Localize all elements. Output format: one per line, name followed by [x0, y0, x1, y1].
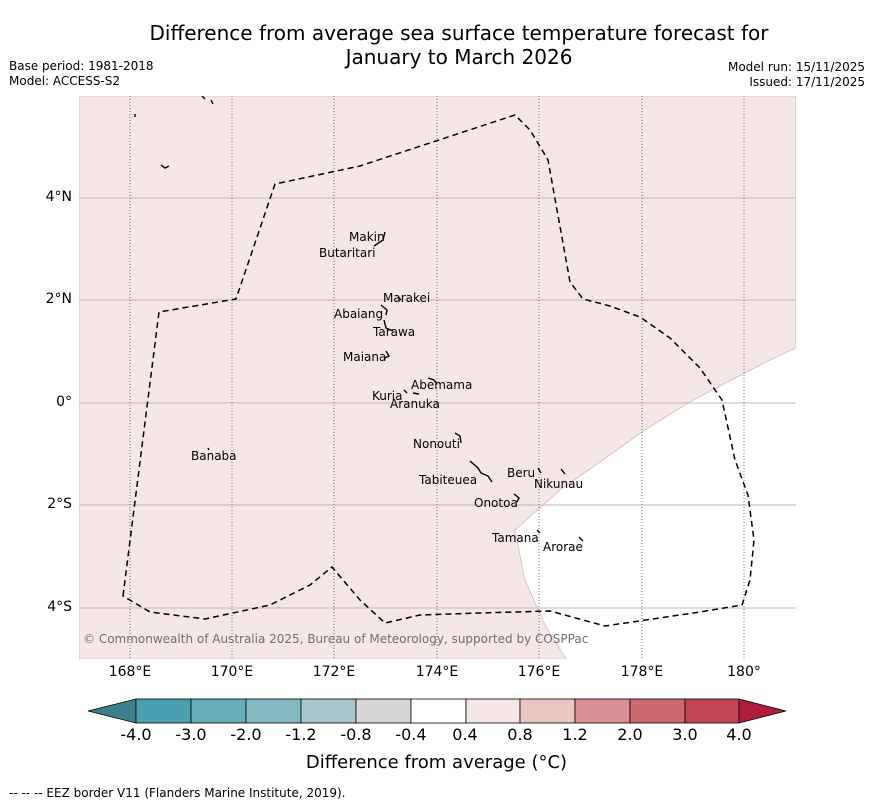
island-label-tabiteuea: Tabiteuea — [419, 473, 478, 487]
colorbar-segment-2 — [190, 698, 247, 724]
land-abemama — [427, 377, 438, 385]
island-label-nikunau: Nikunau — [534, 477, 584, 491]
colorbar-segment-4 — [300, 698, 357, 724]
land-maiana — [384, 350, 390, 359]
lon-label-180: 180° — [727, 664, 761, 680]
land-marakei — [397, 296, 402, 301]
island-label-maiana: Maiana — [343, 350, 387, 364]
island-label-tarawa: Tarawa — [373, 325, 416, 339]
lat-label-4s: 4°S — [47, 599, 72, 615]
island-label-beru: Beru — [507, 466, 536, 480]
map-area — [79, 96, 796, 659]
land-banaba — [207, 447, 210, 451]
anomaly-fill-region — [79, 96, 796, 659]
land-marshall — [201, 96, 214, 105]
island-label-kuria: Kuria — [372, 389, 403, 403]
colorbar-tick: -2.0 — [230, 725, 262, 744]
land-features — [134, 96, 584, 542]
island-label-marakei: Marakei — [383, 291, 431, 305]
colorbar-segment-9 — [574, 698, 631, 724]
island-label-aranuka: Aranuka — [390, 397, 440, 411]
land-reef — [160, 164, 170, 169]
island-label-nonouti: Nonouti — [413, 437, 460, 451]
land-tabiteuea — [469, 460, 493, 483]
land-kuria-aranuka — [403, 389, 420, 395]
land-nonouti — [454, 432, 462, 444]
island-label-arorae: Arorae — [543, 540, 583, 554]
colorbar-segment-6 — [410, 698, 467, 724]
lon-label-168e: 168°E — [108, 664, 152, 680]
island-label-tamana: Tamana — [492, 531, 539, 545]
land-onotoa — [513, 493, 520, 503]
base-period: Base period: 1981-2018 — [9, 59, 154, 73]
colorbar-segment-5 — [355, 698, 412, 724]
title-line-1: Difference from average sea surface temp… — [149, 21, 769, 45]
colorbar-segment-7 — [465, 698, 521, 724]
island-label-abaiang: Abaiang — [334, 307, 384, 321]
land-makin — [373, 231, 386, 247]
colorbar — [87, 698, 787, 724]
map-title: Difference from average sea surface temp… — [80, 21, 838, 69]
colorbar-arrow-high — [738, 698, 787, 724]
colorbar-segment-1 — [135, 698, 192, 724]
colorbar-tick: 4.0 — [726, 725, 752, 744]
colorbar-segment-10 — [629, 698, 686, 724]
island-label-makin: Makin — [349, 230, 385, 244]
land-tarawa — [383, 319, 394, 332]
issued-date: Issued: 17/11/2025 — [749, 75, 865, 89]
colorbar-tick: 0.4 — [452, 725, 478, 744]
island-label-onotoa: Onotoa — [474, 496, 518, 510]
lon-label-174e: 174°E — [415, 664, 459, 680]
colorbar-tick: 1.2 — [562, 725, 588, 744]
eez-footer-note: -- -- -- EEZ border V11 (Flanders Marine… — [9, 786, 346, 800]
run-info: Model run: 15/11/2025 Issued: 17/11/2025 — [728, 60, 865, 90]
model-info: Base period: 1981-2018 Model: ACCESS-S2 — [9, 59, 154, 89]
lat-label-4n: 4°N — [45, 189, 72, 205]
lon-label-170e: 170°E — [210, 664, 254, 680]
copyright-credit: © Commonwealth of Australia 2025, Bureau… — [83, 632, 589, 646]
colorbar-tick: 0.8 — [507, 725, 533, 744]
colorbar-tick: -0.8 — [340, 725, 372, 744]
colorbar-tick: 2.0 — [617, 725, 643, 744]
title-line-2: January to March 2026 — [345, 45, 573, 69]
island-label-abemama: Abemama — [411, 378, 473, 392]
model-run-date: Model run: 15/11/2025 — [727, 60, 865, 74]
island-label-butaritari: Butaritari — [319, 246, 376, 260]
island-label-banaba: Banaba — [191, 449, 237, 463]
lon-label-172e: 172°E — [312, 664, 356, 680]
colorbar-arrow-low — [87, 698, 137, 724]
colorbar-tick: 3.0 — [672, 725, 698, 744]
colorbar-tick: -1.2 — [285, 725, 317, 744]
eez-border — [122, 114, 755, 627]
colorbar-tick: -3.0 — [175, 725, 207, 744]
lat-label-equator: 0° — [56, 394, 72, 410]
colorbar-segment-3 — [245, 698, 302, 724]
latitude-gridlines — [79, 197, 796, 609]
colorbar-segment-11 — [684, 698, 740, 724]
longitude-gridlines — [129, 96, 745, 659]
colorbar-title: Difference from average (°C) — [305, 752, 568, 773]
lon-label-178e: 178°E — [620, 664, 664, 680]
colorbar-tick: -4.0 — [120, 725, 152, 744]
lon-label-176e: 176°E — [517, 664, 561, 680]
land-tamana-arorae — [536, 529, 584, 542]
land-abaiang — [380, 304, 388, 316]
land-beru-nikunau — [537, 467, 566, 475]
lat-label-2s: 2°S — [47, 496, 72, 512]
model-name: Model: ACCESS-S2 — [9, 74, 121, 88]
lat-label-2n: 2°N — [45, 291, 72, 307]
colorbar-segment-8 — [519, 698, 576, 724]
colorbar-tick: -0.4 — [395, 725, 427, 744]
